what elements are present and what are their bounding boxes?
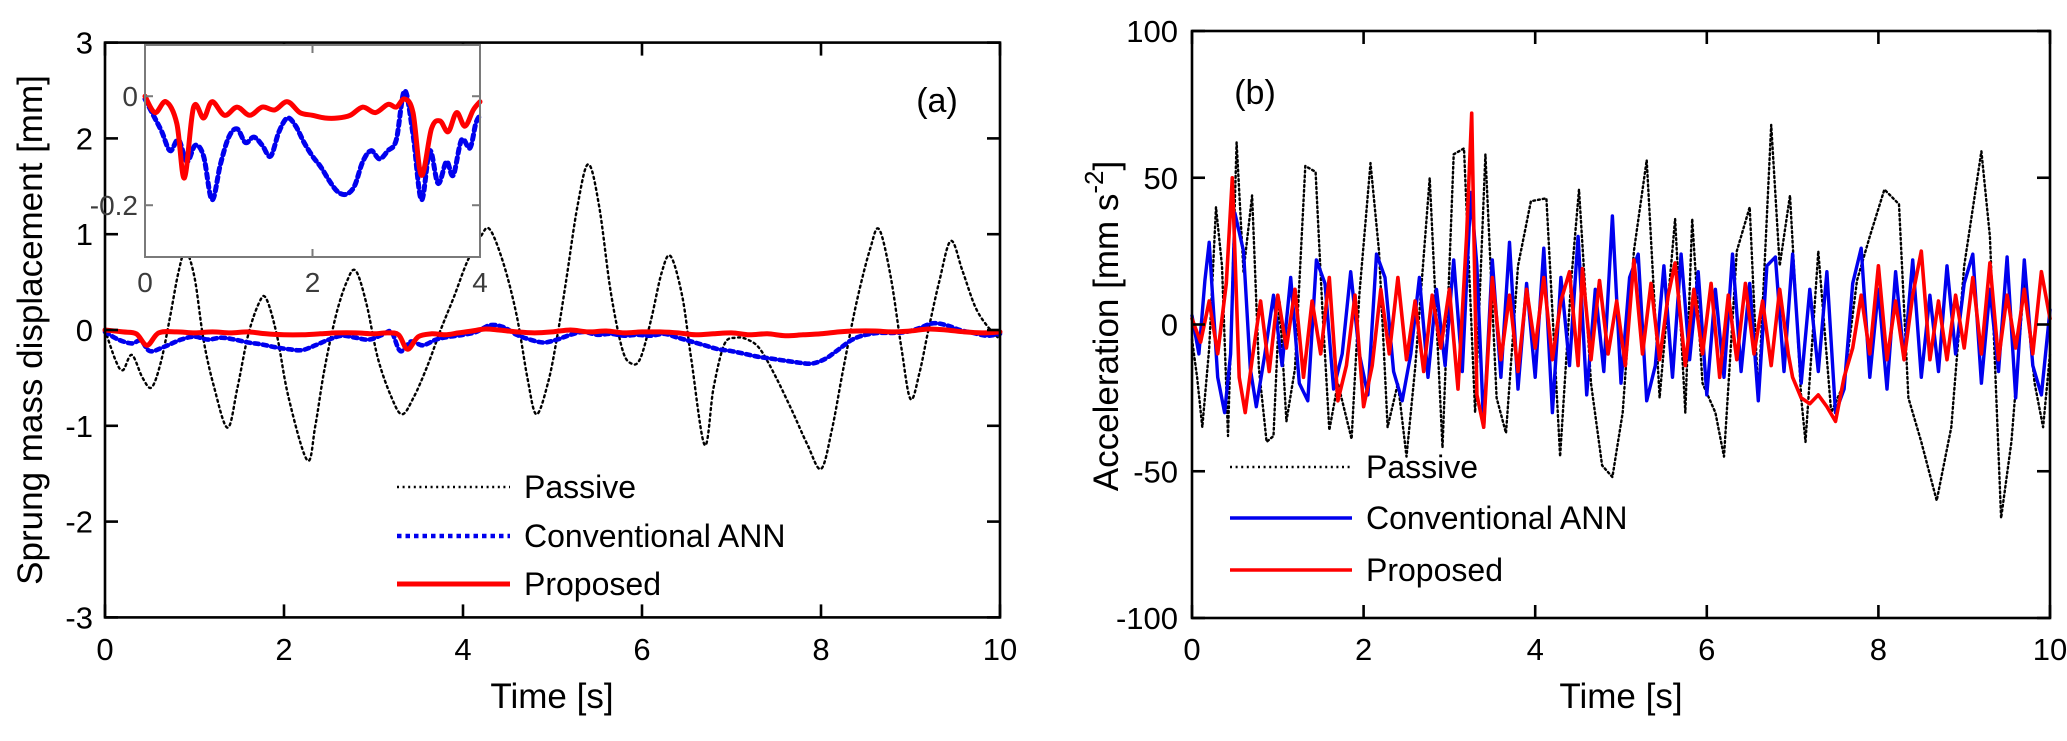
y-tick-label: 100	[1126, 14, 1178, 49]
legend-b-passive-label: Passive	[1366, 449, 1478, 485]
x-tick-label: 4	[454, 632, 471, 667]
y-tick-label: 2	[76, 121, 93, 156]
panel-a-x-axis-label: Time [s]	[490, 677, 613, 716]
x-tick-label: 8	[1870, 632, 1887, 667]
y-tick-label: 0	[76, 313, 93, 348]
y-tick-label: -0.2	[90, 190, 138, 221]
x-tick-label: 0	[1183, 632, 1200, 667]
series-line-proposed	[102, 326, 1003, 352]
series-line-passive	[103, 163, 1002, 471]
y-tick-label: 3	[76, 26, 93, 61]
x-tick-label: 6	[1698, 632, 1715, 667]
panel-b-y-axis-label-prefix: Acceleration [mm s	[1087, 194, 1126, 492]
legend-a: Passive Conventional ANN Proposed	[397, 469, 785, 602]
panel-b-series	[1190, 111, 2052, 520]
y-tick-label: -2	[65, 505, 93, 540]
x-tick-label: 2	[275, 632, 292, 667]
series-line-conventional-ann	[142, 88, 483, 203]
x-tick-label: 2	[305, 267, 321, 298]
y-tick-label: 0	[1161, 308, 1178, 343]
x-tick-label: 6	[633, 632, 650, 667]
legend-b-conventional-ann-label: Conventional ANN	[1366, 500, 1627, 536]
x-tick-label: 0	[96, 632, 113, 667]
legend-a-proposed-label: Proposed	[524, 566, 661, 602]
x-tick-label: 4	[472, 267, 488, 298]
y-tick-label: -100	[1116, 601, 1178, 636]
legend-a-conventional-ann-label: Conventional ANN	[524, 518, 785, 554]
legend-a-passive-label: Passive	[524, 469, 636, 505]
y-tick-label: 50	[1144, 161, 1178, 196]
y-tick-label: -50	[1133, 454, 1178, 489]
x-tick-label: 4	[1527, 632, 1544, 667]
panel-b-y-axis-label: Acceleration [mm s-2]	[1079, 161, 1126, 491]
legend-b-proposed-label: Proposed	[1366, 552, 1503, 588]
legend-b: Passive Conventional ANN Proposed	[1230, 449, 1627, 588]
panel-a-inset-axes: 0 -0.2 0 2 4	[90, 44, 488, 298]
x-tick-label: 10	[2033, 632, 2067, 667]
y-tick-label: -1	[65, 409, 93, 444]
x-tick-label: 10	[983, 632, 1017, 667]
panel-b-y-axis-label-suffix: ]	[1087, 161, 1126, 171]
y-tick-label: 1	[76, 217, 93, 252]
x-tick-label: 8	[812, 632, 829, 667]
series-line-proposed	[1190, 111, 2052, 429]
panel-a-inset-series	[142, 88, 483, 203]
panel-b-letter: (b)	[1234, 74, 1276, 112]
series-line-conventional-ann	[102, 320, 1003, 367]
y-tick-label: 0	[122, 81, 138, 112]
x-tick-label: 0	[137, 267, 153, 298]
panel-b-y-axis-label-superscript: -2	[1079, 171, 1109, 194]
panel-a-series	[102, 163, 1003, 471]
panel-a-y-axis-label: Sprung mass displacement [mm]	[11, 75, 50, 585]
panel-a-letter: (a)	[916, 82, 958, 120]
series-line-conventional-ann	[1190, 190, 2052, 429]
x-tick-label: 2	[1355, 632, 1372, 667]
series-line-proposed	[142, 93, 483, 181]
y-tick-label: -3	[65, 600, 93, 635]
series-line-passive	[1190, 123, 2052, 520]
panel-b-x-axis-label: Time [s]	[1559, 677, 1682, 716]
